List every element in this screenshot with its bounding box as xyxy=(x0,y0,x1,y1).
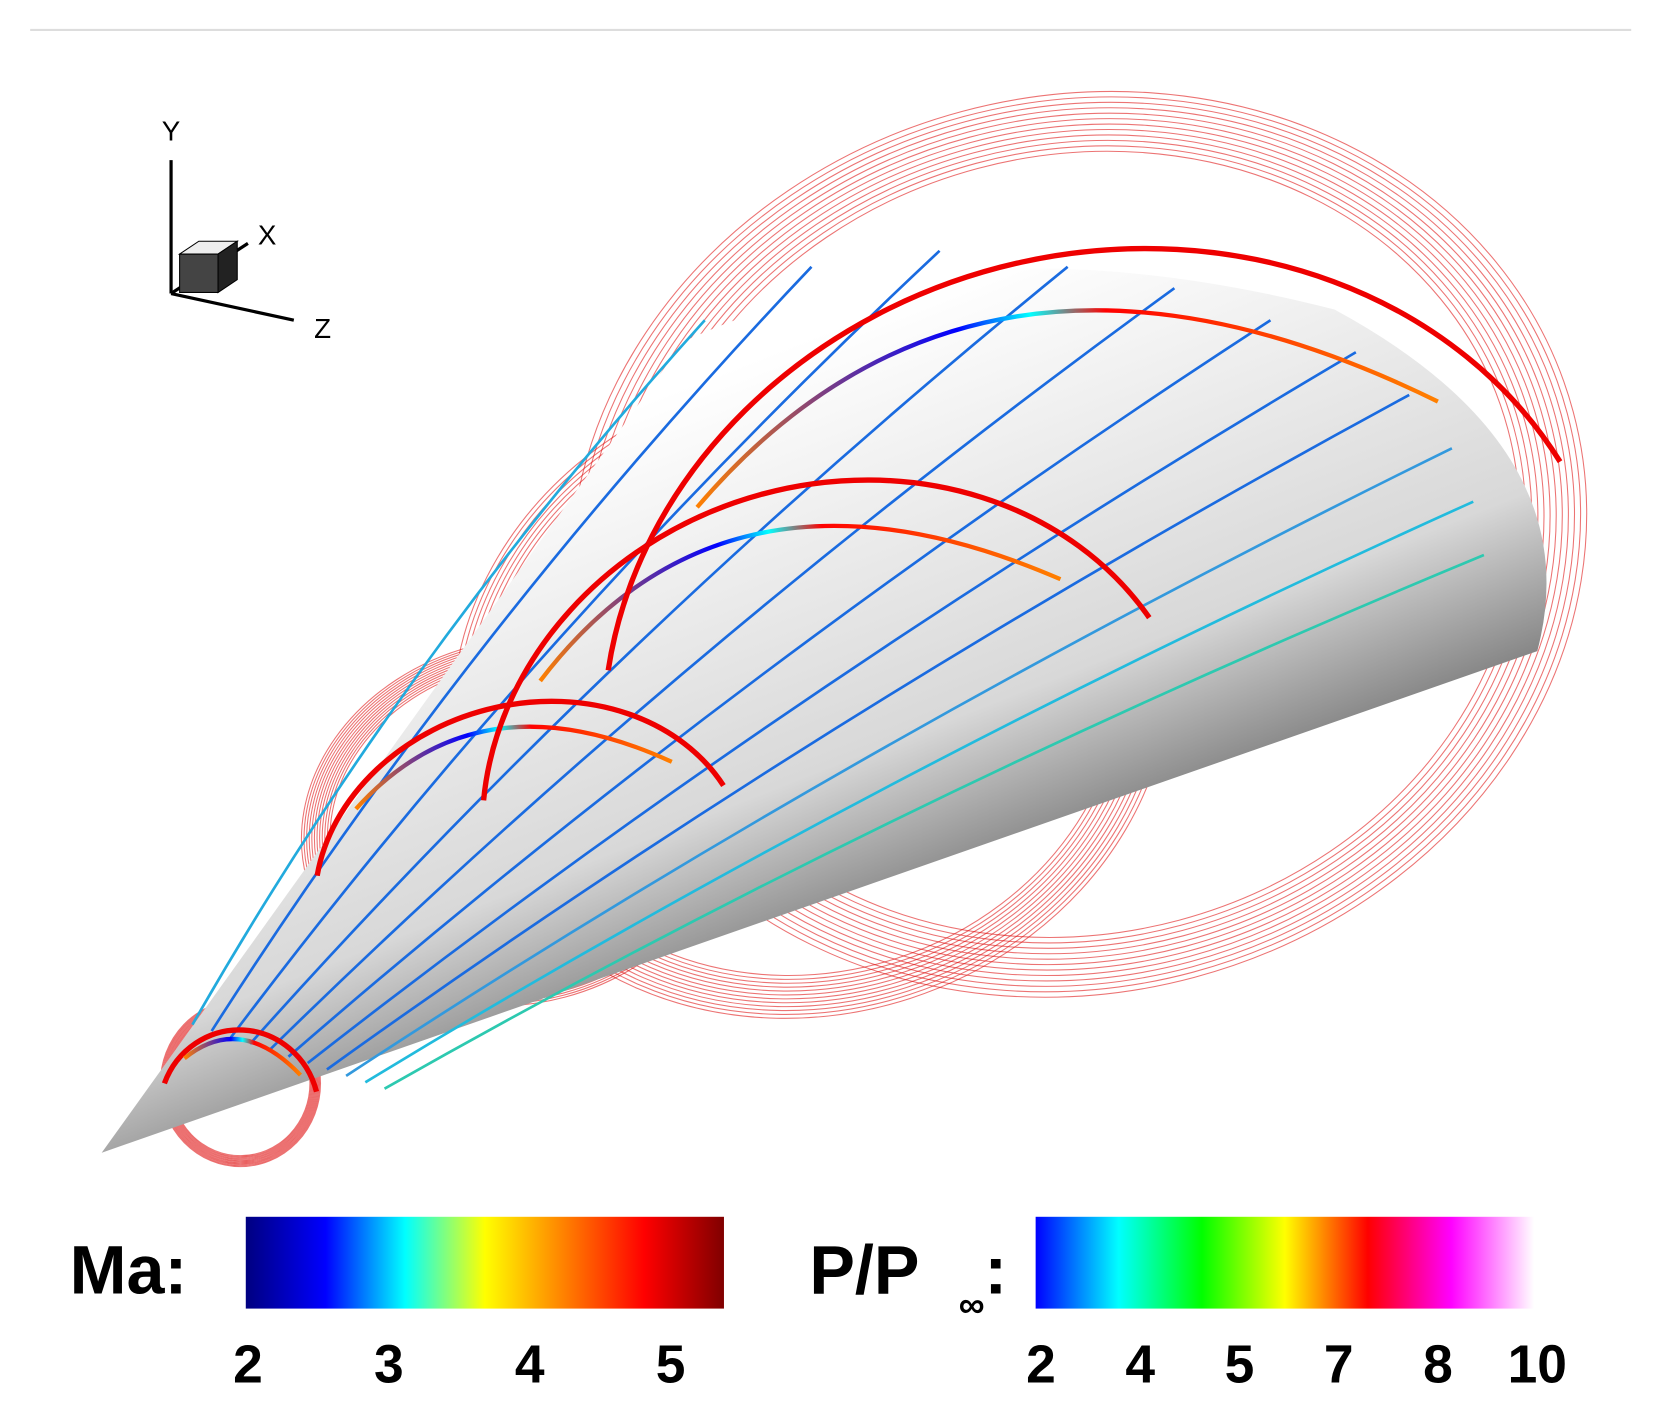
colorbar-tick-label: 8 xyxy=(1423,1335,1453,1394)
surface-line xyxy=(354,724,673,811)
colorbar-tick-label: 3 xyxy=(374,1335,404,1394)
axis-label: X xyxy=(258,219,277,250)
colorbar-tick-label: 4 xyxy=(515,1335,545,1394)
surface-line xyxy=(183,1037,303,1077)
colorbar-tick-label: 4 xyxy=(1125,1335,1155,1394)
streamline xyxy=(306,351,1357,1065)
colorbar xyxy=(245,1216,724,1309)
axis-label: Y xyxy=(162,116,181,147)
colorbar-tick-label: 10 xyxy=(1508,1335,1567,1394)
shock-rings xyxy=(161,245,1563,1093)
streamline xyxy=(191,319,706,1026)
streamline xyxy=(383,553,1485,1090)
streamline xyxy=(210,265,813,1032)
colorbar-tick-label: 2 xyxy=(233,1335,263,1394)
colorbar-tick-label: 7 xyxy=(1324,1335,1354,1394)
colorbar-tick-label: 2 xyxy=(1026,1335,1056,1394)
shock-edge xyxy=(480,477,1152,801)
streamline xyxy=(345,447,1453,1078)
streamline xyxy=(364,500,1474,1084)
streamline xyxy=(287,319,1272,1058)
streamline xyxy=(229,249,941,1039)
streamline xyxy=(326,393,1410,1071)
colorbar-label-sub: ∞ xyxy=(959,1284,985,1325)
surface-line xyxy=(538,523,1062,683)
surface-line xyxy=(695,308,1439,509)
colorbar-tick-label: 5 xyxy=(656,1335,686,1394)
streamline xyxy=(268,287,1176,1052)
axes-triad xyxy=(169,160,295,322)
colorbar-tick-label: 5 xyxy=(1225,1335,1255,1394)
colorbar-label: Ma: xyxy=(70,1233,188,1309)
shock-edge xyxy=(314,698,726,877)
colorbar-label: P/P xyxy=(809,1233,919,1309)
streamline xyxy=(249,265,1069,1045)
streamlines xyxy=(191,249,1485,1090)
shock-edge xyxy=(605,245,1563,671)
colorbar-label: : xyxy=(984,1233,1007,1309)
colorbar xyxy=(1035,1216,1535,1309)
cone xyxy=(101,268,1547,1153)
axis-label: Z xyxy=(314,313,331,344)
shock-edge xyxy=(161,1027,320,1093)
